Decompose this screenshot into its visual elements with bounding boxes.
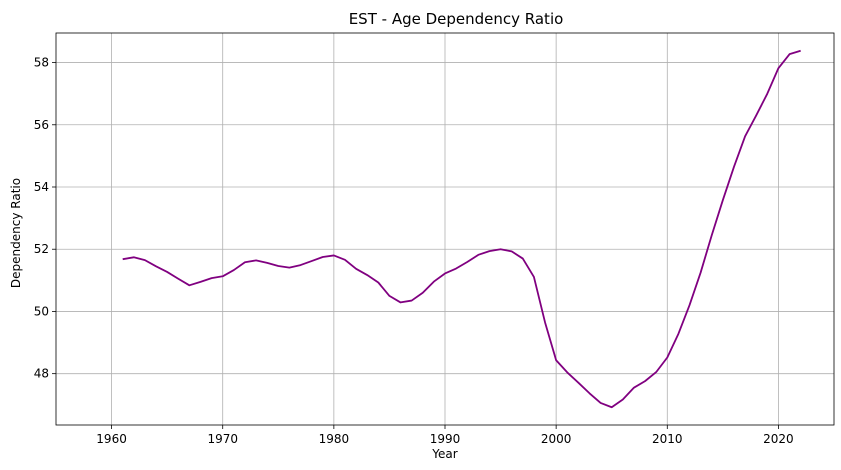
x-tick-label: 1960 <box>96 432 127 446</box>
x-tick-label: 2020 <box>763 432 794 446</box>
y-tick-label: 48 <box>34 367 49 381</box>
x-tick-label: 1980 <box>319 432 350 446</box>
y-tick-label: 54 <box>34 180 49 194</box>
axis-ticks: 1960 1970 1980 1990 2000 2010 2020 48 50 52 54 56 58 <box>34 56 794 446</box>
y-tick-label: 50 <box>34 304 49 318</box>
chart-title: EST - Age Dependency Ratio <box>349 10 564 28</box>
y-axis-label: Dependency Ratio <box>9 178 23 288</box>
y-tick-label: 58 <box>34 56 49 70</box>
series-line <box>122 49 801 409</box>
x-axis-label: Year <box>431 447 457 461</box>
grid <box>56 33 834 425</box>
x-tick-label: 2010 <box>652 432 683 446</box>
y-tick-label: 52 <box>34 242 49 256</box>
y-tick-label: 56 <box>34 118 49 132</box>
x-tick-label: 1990 <box>430 432 461 446</box>
x-tick-label: 1970 <box>207 432 238 446</box>
x-tick-label: 2000 <box>541 432 572 446</box>
